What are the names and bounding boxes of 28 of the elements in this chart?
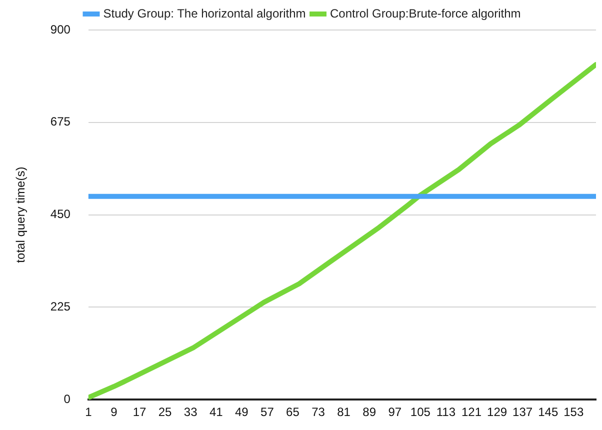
y-tick-label: 225 bbox=[50, 300, 71, 314]
x-tick-label: 73 bbox=[312, 405, 326, 420]
y-axis-title: total query time(s) bbox=[14, 166, 28, 263]
y-tick-label: 675 bbox=[50, 114, 71, 129]
legend-label: Study Group: The horizontal algorithm bbox=[103, 6, 306, 20]
x-tick-label: 25 bbox=[158, 405, 172, 420]
x-tick-label: 97 bbox=[388, 405, 402, 420]
y-tick-label: 450 bbox=[50, 207, 71, 222]
x-tick-label: 153 bbox=[564, 405, 584, 420]
x-tick-label: 89 bbox=[362, 405, 376, 420]
x-tick-label: 17 bbox=[132, 405, 146, 420]
x-tick-label: 33 bbox=[184, 405, 198, 420]
y-tick-label: 900 bbox=[50, 22, 71, 36]
y-tick-label: 0 bbox=[64, 392, 71, 406]
x-tick-label: 81 bbox=[337, 405, 351, 420]
x-tick-label: 1 bbox=[85, 405, 92, 420]
x-tick-label: 113 bbox=[436, 405, 456, 420]
legend-label: Control Group:Brute-force algorithm bbox=[330, 6, 521, 20]
x-tick-label: 9 bbox=[110, 405, 118, 420]
x-tick-label: 121 bbox=[461, 405, 482, 420]
x-tick-label: 145 bbox=[538, 405, 558, 420]
x-tick-label: 57 bbox=[260, 405, 274, 420]
x-tick-label: 129 bbox=[487, 405, 508, 420]
x-tick-label: 65 bbox=[286, 405, 300, 420]
x-tick-label: 137 bbox=[512, 405, 533, 420]
x-tick-label: 105 bbox=[410, 405, 431, 420]
x-tick-label: 49 bbox=[234, 405, 249, 420]
x-tick-label: 41 bbox=[209, 405, 224, 420]
